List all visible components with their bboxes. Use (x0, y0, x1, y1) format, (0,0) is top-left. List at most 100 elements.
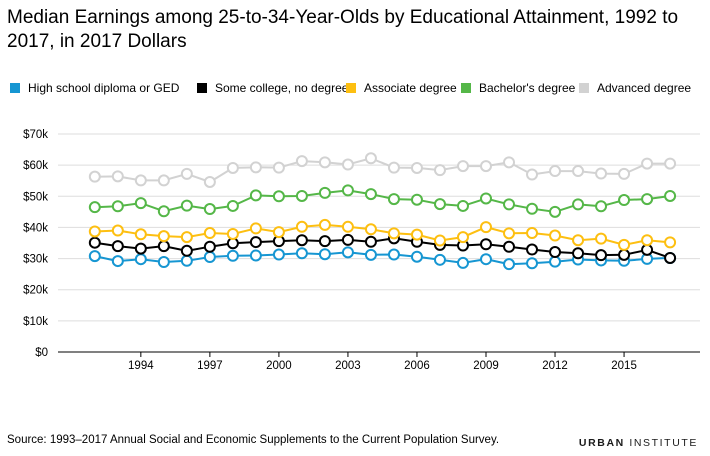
data-point (364, 248, 377, 261)
data-point (572, 165, 585, 178)
data-point (364, 235, 377, 248)
data-point (503, 240, 516, 253)
data-point (595, 167, 608, 180)
data-point (433, 253, 446, 266)
data-point (341, 184, 354, 197)
data-point (480, 160, 492, 173)
data-point (641, 157, 654, 170)
legend-item-advanced: Advanced degree (579, 81, 691, 95)
x-tick-label: 2006 (404, 360, 430, 372)
data-point (272, 190, 285, 203)
data-point (318, 186, 331, 199)
legend-swatch-advanced (579, 83, 589, 93)
data-point (433, 164, 446, 177)
legend-label-high-school: High school diploma or GED (28, 81, 180, 95)
data-point (111, 200, 124, 213)
data-point (549, 246, 562, 259)
data-point (180, 199, 193, 212)
data-point (157, 255, 170, 268)
data-point (641, 193, 654, 206)
data-point (526, 243, 539, 256)
y-tick-label: $40k (23, 222, 48, 234)
y-tick-label: $70k (23, 129, 48, 141)
data-point (410, 161, 423, 174)
data-point (341, 158, 354, 171)
series-4 (88, 152, 677, 188)
data-point (641, 243, 654, 256)
data-point (111, 255, 124, 268)
data-point (318, 156, 331, 169)
data-point (595, 200, 608, 213)
data-point (226, 227, 239, 240)
data-point (456, 160, 469, 173)
series-3 (88, 184, 677, 218)
data-point (134, 197, 147, 210)
data-point (295, 234, 308, 247)
chart-legend: High school diploma or GED Some college,… (10, 81, 710, 97)
data-point (180, 231, 193, 244)
data-point (134, 242, 147, 255)
data-point (180, 254, 193, 267)
x-tick-label: 2000 (266, 360, 292, 372)
data-point (111, 240, 124, 253)
data-point (618, 248, 631, 261)
data-point (480, 253, 492, 266)
data-point (549, 255, 562, 268)
legend-swatch-high-school (10, 83, 20, 93)
data-point (364, 152, 377, 165)
legend-label-advanced: Advanced degree (597, 81, 692, 95)
data-point (618, 194, 631, 207)
data-point (272, 161, 285, 174)
legend-item-high-school: High school diploma or GED (10, 81, 179, 95)
data-point (572, 198, 585, 211)
y-tick-label: $20k (23, 285, 48, 297)
data-point (249, 236, 262, 249)
data-point (387, 227, 400, 240)
data-point (664, 251, 677, 264)
source-note: Source: 1993–2017 Annual Social and Econ… (7, 434, 500, 446)
data-point (295, 155, 308, 168)
data-point (157, 240, 170, 253)
data-point (295, 247, 308, 260)
brand-light: INSTITUTE (629, 437, 698, 449)
legend-item-some-college: Some college, no degree (197, 81, 348, 95)
data-point (88, 201, 101, 214)
legend-item-bachelors: Bachelor's degree (461, 81, 575, 95)
series-2 (88, 218, 677, 251)
data-point (249, 161, 262, 174)
data-point (526, 227, 539, 240)
data-point (387, 248, 400, 261)
data-point (664, 189, 677, 202)
data-point (226, 161, 239, 174)
data-point (480, 238, 492, 251)
y-tick-label: $50k (23, 191, 48, 203)
series-line (94, 189, 671, 213)
data-point (387, 161, 400, 174)
data-point (88, 236, 101, 249)
y-tick-label: $10k (23, 316, 48, 328)
data-point (134, 228, 147, 241)
data-point (503, 227, 516, 240)
data-point (595, 232, 608, 245)
data-point (480, 192, 492, 205)
data-point (111, 170, 124, 183)
data-point (456, 231, 469, 244)
data-point (618, 238, 631, 251)
data-point (456, 199, 469, 212)
y-tick-label: $30k (23, 254, 48, 266)
data-point (157, 230, 170, 243)
data-point (549, 205, 562, 218)
data-point (387, 193, 400, 206)
data-point (249, 249, 262, 262)
data-point (526, 257, 539, 270)
data-point (157, 174, 170, 187)
data-point (341, 220, 354, 233)
legend-label-bachelors: Bachelor's degree (479, 81, 576, 95)
data-point (410, 250, 423, 263)
data-point (295, 220, 308, 233)
data-point (318, 218, 331, 231)
data-point (664, 236, 677, 249)
data-point (410, 228, 423, 241)
data-point (433, 198, 446, 211)
